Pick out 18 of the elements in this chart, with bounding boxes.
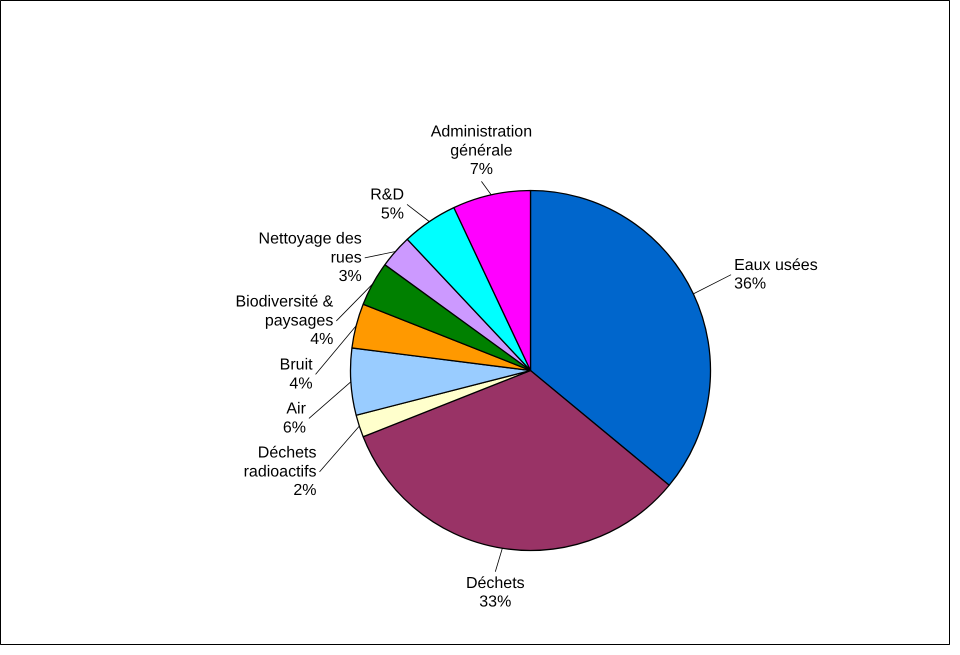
slice-label: Déchets [466, 574, 525, 592]
slice-label: Déchets radioactifs [244, 444, 317, 480]
data-label: 4% [310, 331, 334, 348]
slice-label: Eaux usées [734, 256, 818, 274]
slice-label: Administration générale [430, 124, 532, 160]
data-label: 2% [293, 482, 317, 500]
data-label: 6% [282, 419, 306, 436]
slice-label: Bruit [280, 356, 314, 374]
data-label: 33% [479, 594, 512, 611]
slice-label: Air [286, 400, 307, 418]
data-label: 36% [734, 276, 766, 293]
data-label: 4% [289, 375, 313, 392]
data-label: 5% [380, 205, 404, 222]
slice-label: Biodiversité & paysages [236, 294, 334, 330]
data-label: 3% [338, 268, 362, 286]
data-label: 7% [470, 161, 493, 178]
slice-label: R&D [370, 186, 404, 204]
slice-label: Nettoyage des rues [258, 230, 362, 266]
